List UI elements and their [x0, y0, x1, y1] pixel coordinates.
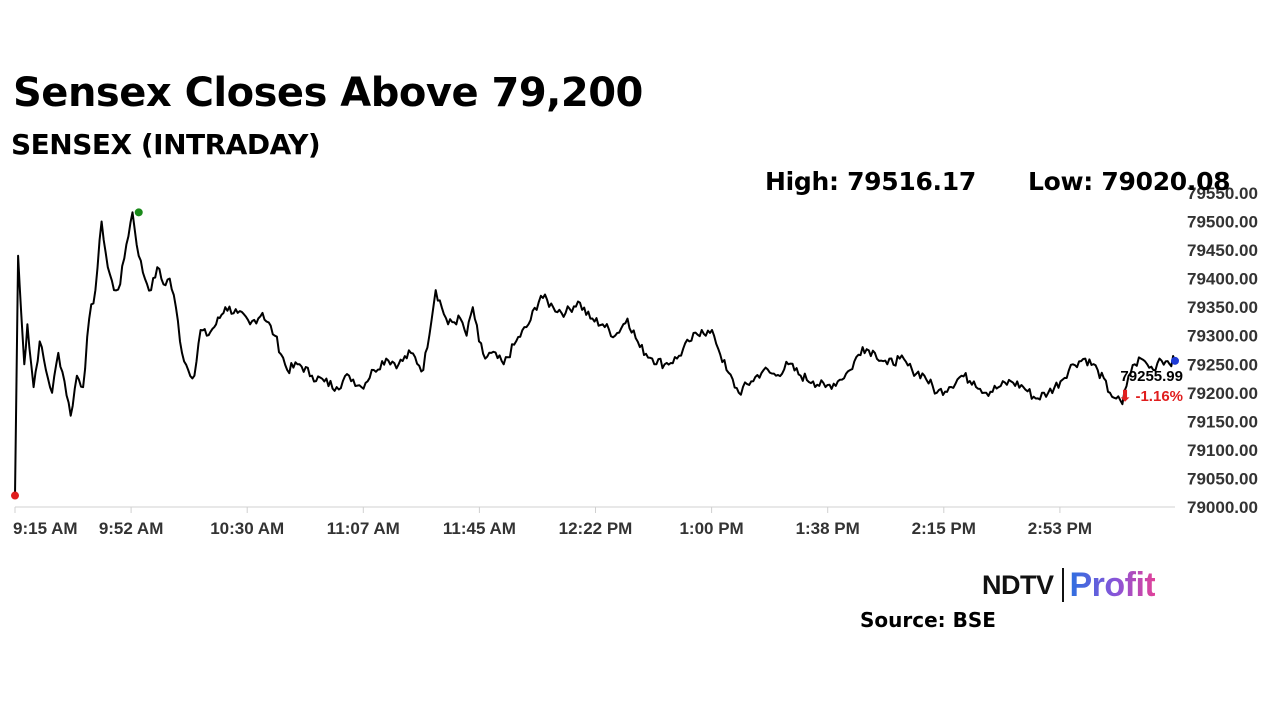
logo-profit-text: Profit: [1069, 565, 1156, 604]
y-tick-label: 79500.00: [1187, 213, 1258, 232]
y-tick-label: 79200.00: [1187, 384, 1258, 403]
logo-ndtv-text: NDTV: [982, 569, 1054, 600]
low-point-marker: [11, 491, 19, 500]
x-tick-label: 9:52 AM: [99, 519, 164, 538]
x-tick-label: 10:30 AM: [210, 519, 284, 538]
low-value-label: Low: 79020.08: [1028, 167, 1231, 196]
y-tick-label: 79550.00: [1187, 184, 1258, 203]
source-note: Source: BSE: [860, 608, 996, 632]
x-tick-label: 1:00 PM: [679, 519, 743, 538]
y-tick-label: 79100.00: [1187, 441, 1258, 460]
last-point-marker: [1171, 356, 1179, 365]
x-tick-label: 9:15 AM: [13, 519, 78, 538]
logo-divider: [1061, 568, 1064, 602]
high-point-marker: [134, 208, 143, 217]
y-tick-label: 79350.00: [1187, 298, 1258, 317]
last-value-label: 79255.99: [1120, 368, 1183, 385]
y-tick-label: 79150.00: [1187, 412, 1258, 431]
y-tick-label: 79400.00: [1187, 270, 1258, 289]
high-value-label: High: 79516.17: [765, 167, 976, 196]
change-percent-label: ⬇ -1.16%: [1119, 388, 1183, 405]
chart-subtitle: SENSEX (INTRADAY): [11, 128, 321, 161]
x-tick-label: 1:38 PM: [796, 519, 860, 538]
x-tick-label: 11:07 AM: [327, 519, 400, 538]
x-tick-label: 11:45 AM: [443, 519, 516, 538]
y-tick-label: 79050.00: [1187, 469, 1258, 488]
y-tick-label: 79450.00: [1187, 241, 1258, 260]
y-tick-label: 79000.00: [1187, 498, 1258, 517]
y-tick-label: 79300.00: [1187, 327, 1258, 346]
y-tick-label: 79250.00: [1187, 355, 1258, 374]
ndtv-profit-logo: NDTV Profit: [982, 565, 1156, 605]
x-tick-label: 2:53 PM: [1028, 519, 1092, 538]
chart-title: Sensex Closes Above 79,200: [13, 70, 643, 116]
x-tick-label: 12:22 PM: [559, 519, 633, 538]
x-tick-label: 2:15 PM: [912, 519, 976, 538]
sensex-series-line: [14, 211, 1176, 496]
